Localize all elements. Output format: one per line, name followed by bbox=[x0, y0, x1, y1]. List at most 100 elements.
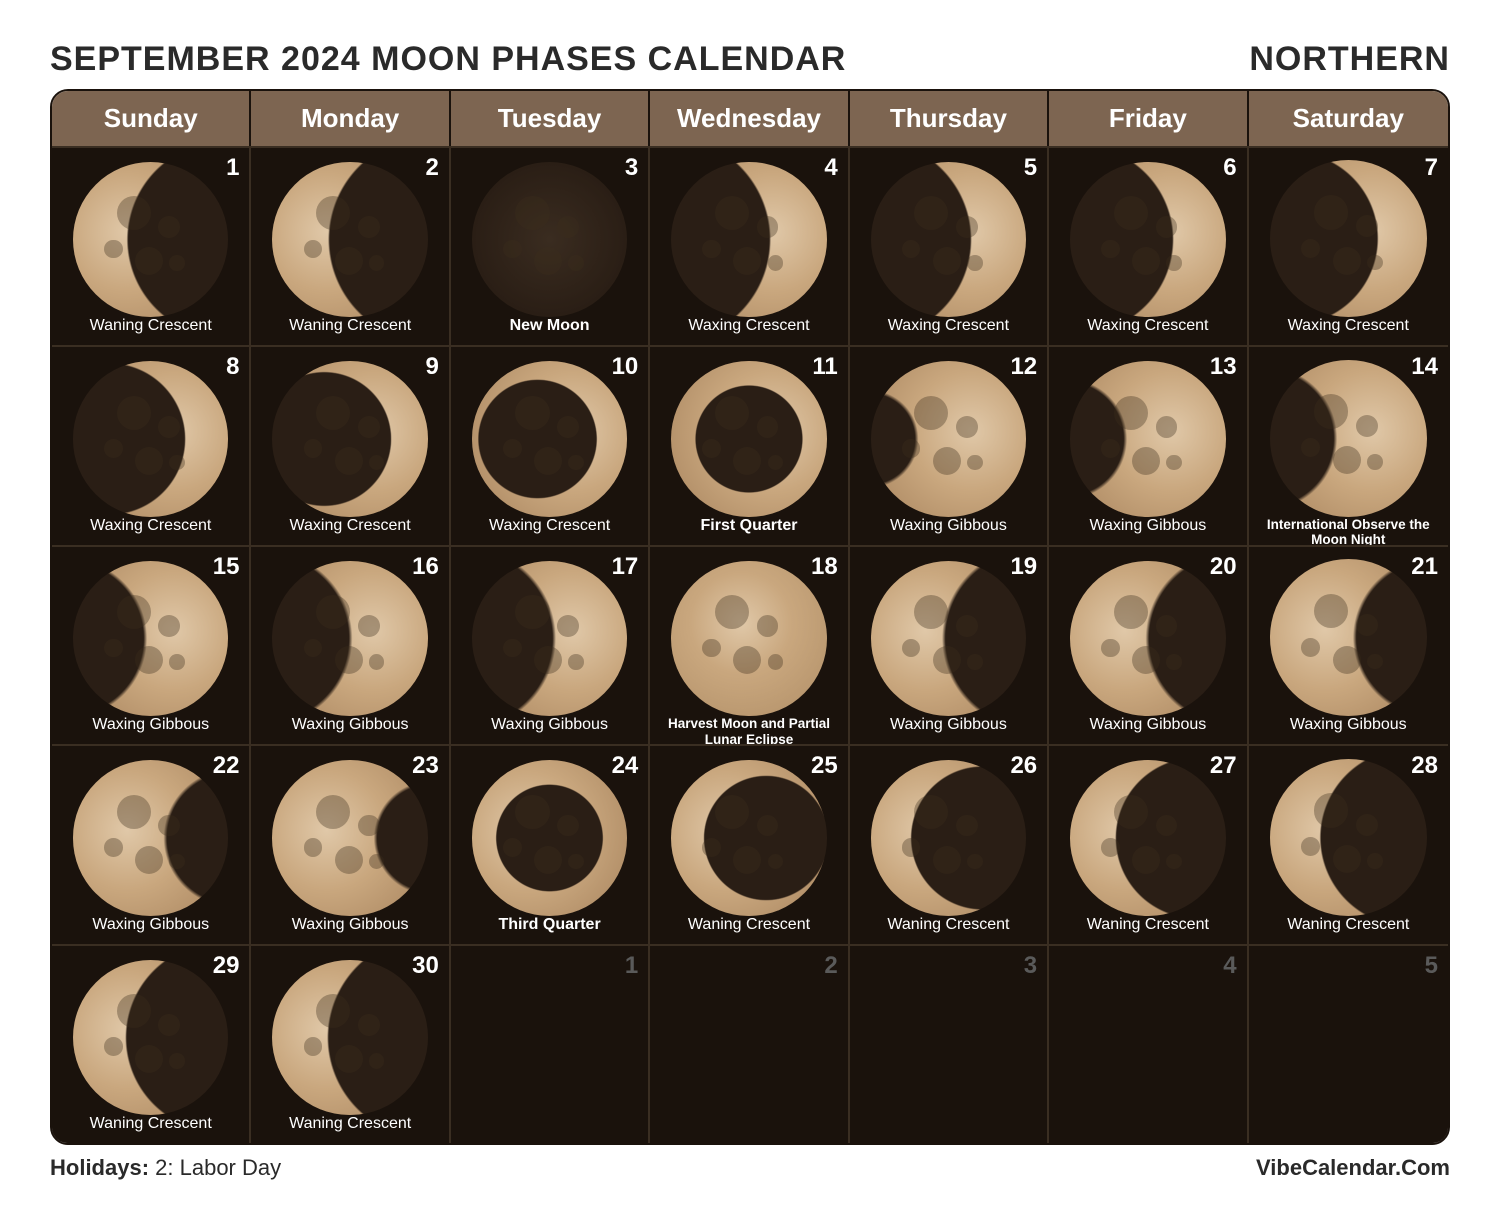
moon-icon bbox=[472, 760, 627, 915]
phase-label: Waxing Gibbous bbox=[1290, 716, 1407, 736]
phase-label: Waxing Crescent bbox=[90, 517, 211, 537]
weekday-header: Tuesday bbox=[451, 91, 650, 146]
moon-icon bbox=[671, 561, 826, 716]
weekday-header: Wednesday bbox=[650, 91, 849, 146]
day-number: 1 bbox=[625, 952, 638, 980]
moon-icon bbox=[1070, 361, 1225, 516]
moon-wrap bbox=[255, 353, 444, 516]
day-number: 26 bbox=[1010, 752, 1037, 780]
calendar-cell: 4 Waxing Crescent bbox=[650, 146, 849, 345]
calendar-cell: 22 Waxing Gibbous bbox=[52, 744, 251, 943]
day-number: 17 bbox=[612, 553, 639, 581]
moon-wrap bbox=[854, 952, 1043, 1115]
day-number: 9 bbox=[425, 353, 438, 381]
phase-label: Waning Crescent bbox=[289, 317, 411, 337]
moon-wrap bbox=[1053, 154, 1242, 317]
moon-wrap bbox=[255, 154, 444, 317]
phase-label: Harvest Moon and Partial Lunar Eclipse bbox=[654, 716, 843, 736]
calendar-cell: 13 Waxing Gibbous bbox=[1049, 345, 1248, 544]
calendar-cell: 24 Third Quarter bbox=[451, 744, 650, 943]
calendar-cell: 14 International Observe the Moon Night bbox=[1249, 345, 1448, 544]
calendar-cell: 6 Waxing Crescent bbox=[1049, 146, 1248, 345]
day-number: 22 bbox=[213, 752, 240, 780]
phase-label: Waxing Gibbous bbox=[292, 916, 409, 936]
day-number: 14 bbox=[1411, 353, 1438, 381]
phase-label: Waxing Gibbous bbox=[1089, 716, 1206, 736]
moon-wrap bbox=[455, 154, 644, 317]
moon-wrap bbox=[1253, 152, 1444, 317]
day-number: 19 bbox=[1010, 553, 1037, 581]
phase-label: Waxing Gibbous bbox=[890, 517, 1007, 537]
calendar-cell: 1 bbox=[451, 944, 650, 1143]
day-number: 29 bbox=[213, 952, 240, 980]
day-number: 7 bbox=[1425, 154, 1438, 182]
weekday-header: Saturday bbox=[1249, 91, 1448, 146]
calendar-cell: 2 Waning Crescent bbox=[251, 146, 450, 345]
moon-icon bbox=[871, 760, 1026, 915]
calendar-grid: 1 Waning Crescent2 Waning Crescent3 New … bbox=[52, 146, 1448, 1143]
moon-icon bbox=[1070, 561, 1225, 716]
calendar: SundayMondayTuesdayWednesdayThursdayFrid… bbox=[50, 89, 1450, 1145]
phase-label: Waxing Crescent bbox=[888, 317, 1009, 337]
calendar-cell: 3 bbox=[850, 944, 1049, 1143]
weekday-header: Sunday bbox=[52, 91, 251, 146]
day-number: 8 bbox=[226, 353, 239, 381]
day-number: 15 bbox=[213, 553, 240, 581]
moon-icon bbox=[671, 162, 826, 317]
moon-wrap bbox=[854, 154, 1043, 317]
moon-icon bbox=[1070, 162, 1225, 317]
day-number: 23 bbox=[412, 752, 439, 780]
day-number: 25 bbox=[811, 752, 838, 780]
phase-label: Third Quarter bbox=[498, 916, 600, 936]
moon-icon bbox=[472, 561, 627, 716]
calendar-cell: 20 Waxing Gibbous bbox=[1049, 545, 1248, 744]
moon-wrap bbox=[1253, 952, 1444, 1115]
calendar-cell: 28 Waning Crescent bbox=[1249, 744, 1448, 943]
holidays-line: Holidays: 2: Labor Day bbox=[50, 1155, 281, 1181]
moon-icon bbox=[671, 760, 826, 915]
day-number: 5 bbox=[1425, 952, 1438, 980]
hemisphere-label: NORTHERN bbox=[1249, 40, 1450, 79]
calendar-cell: 4 bbox=[1049, 944, 1248, 1143]
moon-icon bbox=[472, 162, 627, 317]
moon-icon bbox=[73, 561, 228, 716]
day-number: 2 bbox=[425, 154, 438, 182]
moon-icon bbox=[73, 760, 228, 915]
day-number: 18 bbox=[811, 553, 838, 581]
moon-icon bbox=[671, 361, 826, 516]
phase-label: Waxing Crescent bbox=[489, 517, 610, 537]
day-number: 16 bbox=[412, 553, 439, 581]
moon-icon bbox=[73, 162, 228, 317]
day-number: 1 bbox=[226, 154, 239, 182]
day-number: 12 bbox=[1010, 353, 1037, 381]
phase-label: Waning Crescent bbox=[1087, 916, 1209, 936]
calendar-cell: 10 Waxing Crescent bbox=[451, 345, 650, 544]
phase-label: Waxing Crescent bbox=[1087, 317, 1208, 337]
phase-label: Waning Crescent bbox=[90, 1115, 212, 1135]
phase-label: International Observe the Moon Night bbox=[1253, 517, 1444, 537]
moon-icon bbox=[1070, 760, 1225, 915]
day-number: 28 bbox=[1411, 752, 1438, 780]
moon-icon bbox=[871, 561, 1026, 716]
moon-icon bbox=[272, 960, 427, 1115]
moon-icon bbox=[272, 361, 427, 516]
calendar-cell: 17 Waxing Gibbous bbox=[451, 545, 650, 744]
calendar-cell: 23 Waxing Gibbous bbox=[251, 744, 450, 943]
day-number: 30 bbox=[412, 952, 439, 980]
calendar-cell: 1 Waning Crescent bbox=[52, 146, 251, 345]
moon-icon bbox=[73, 361, 228, 516]
day-number: 21 bbox=[1411, 553, 1438, 581]
calendar-cell: 29 Waning Crescent bbox=[52, 944, 251, 1143]
phase-label: Waning Crescent bbox=[90, 317, 212, 337]
calendar-cell: 12 Waxing Gibbous bbox=[850, 345, 1049, 544]
moon-icon bbox=[871, 361, 1026, 516]
moon-wrap bbox=[56, 353, 245, 516]
calendar-cell: 16 Waxing Gibbous bbox=[251, 545, 450, 744]
moon-icon bbox=[1270, 759, 1427, 916]
phase-label: Waxing Gibbous bbox=[1089, 517, 1206, 537]
calendar-cell: 11 First Quarter bbox=[650, 345, 849, 544]
phase-label: Waxing Gibbous bbox=[890, 716, 1007, 736]
weekday-header-row: SundayMondayTuesdayWednesdayThursdayFrid… bbox=[52, 91, 1448, 146]
phase-label: Waning Crescent bbox=[1287, 916, 1409, 936]
weekday-header: Monday bbox=[251, 91, 450, 146]
